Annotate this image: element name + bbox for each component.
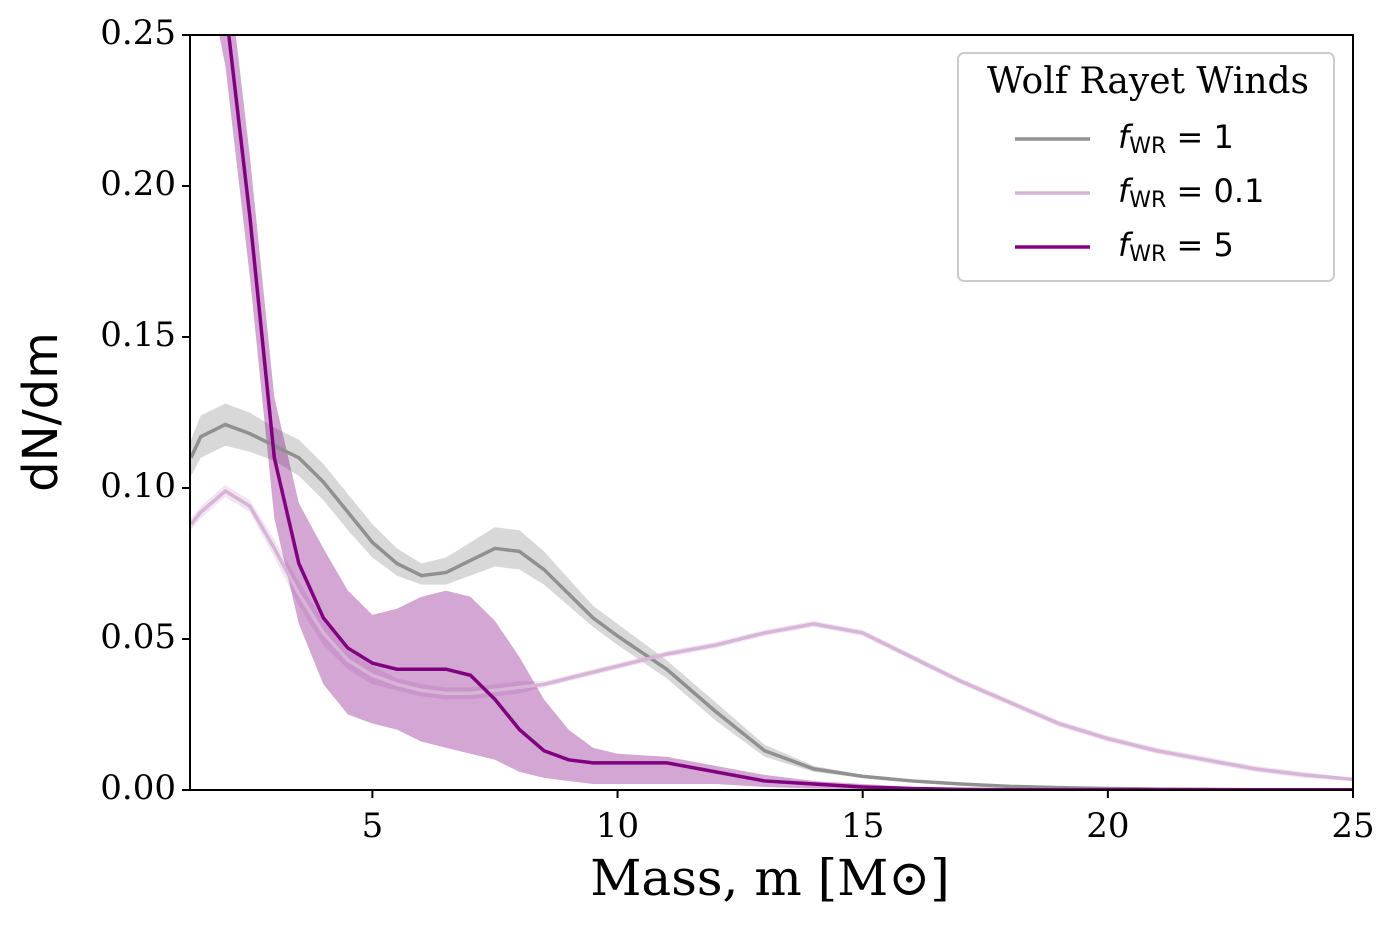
y-tick-label: 0.00 (100, 768, 176, 808)
series-line (190, 488, 1353, 782)
y-tick-label: 0.10 (100, 466, 176, 506)
y-tick-label: 0.05 (100, 617, 176, 657)
series-line (190, 422, 1353, 790)
x-tick-label: 10 (596, 806, 639, 846)
legend-label: fWR = 0.1 (1118, 172, 1264, 213)
legend-box (957, 52, 1335, 282)
legend-title: Wolf Rayet Winds (987, 61, 1309, 102)
x-tick-label: 5 (362, 806, 384, 846)
x-tick-label: 15 (841, 806, 884, 846)
x-tick-label: 25 (1331, 806, 1374, 846)
x-axis-label: Mass, m [M⊙] (590, 849, 950, 907)
y-tick-label: 0.25 (100, 13, 176, 53)
y-axis-label: dN/dm (13, 332, 69, 492)
y-tick-label: 0.20 (100, 164, 176, 204)
axes-frame (189, 34, 1354, 791)
y-tick-label: 0.15 (100, 315, 176, 355)
x-tick-label: 20 (1086, 806, 1129, 846)
confidence-band (190, 403, 1353, 790)
legend-label: fWR = 1 (1118, 118, 1234, 159)
